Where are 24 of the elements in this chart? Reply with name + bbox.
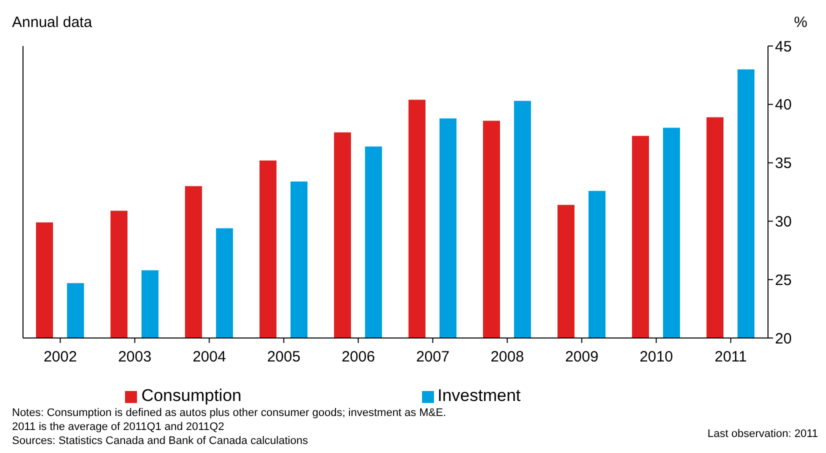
y-axis-title: % (794, 14, 808, 31)
legend-label: Consumption (141, 386, 242, 405)
x-tick-label: 2005 (267, 348, 300, 366)
source-note: Sources: Statistics Canada and Bank of Canada calculations (12, 434, 309, 448)
x-tick-label: 2010 (640, 348, 673, 366)
text: 2011 is the average of 2011Q1 and 2011Q2 (12, 420, 226, 434)
text: Notes: Consumption is defined as autos plus other consumer goods; investment as M&E. (12, 406, 446, 420)
x-tick-label: 2002 (44, 348, 77, 366)
x-tick-label: 2004 (192, 348, 226, 366)
y-tick-label: 30 (775, 214, 792, 231)
x-tick-label: 2006 (342, 348, 375, 366)
y-tick-label: 20 (775, 330, 792, 348)
y-tick-label: 40 (775, 96, 792, 114)
x-tick-label: 2011 (714, 348, 747, 366)
x-tick-label: 2003 (118, 348, 152, 366)
x-tick-label: 2008 (490, 348, 524, 366)
x-tick-label: 2007 (416, 348, 450, 366)
text: Last observation: 2011 (708, 428, 818, 440)
legend-label: Investment (438, 386, 521, 405)
x-tick-label: 2009 (565, 348, 598, 366)
y-tick-label: 35 (775, 155, 792, 172)
chart-title: Annual data (12, 14, 92, 31)
y-tick-label: 25 (775, 272, 792, 289)
y-tick-label: 45 (775, 38, 792, 56)
